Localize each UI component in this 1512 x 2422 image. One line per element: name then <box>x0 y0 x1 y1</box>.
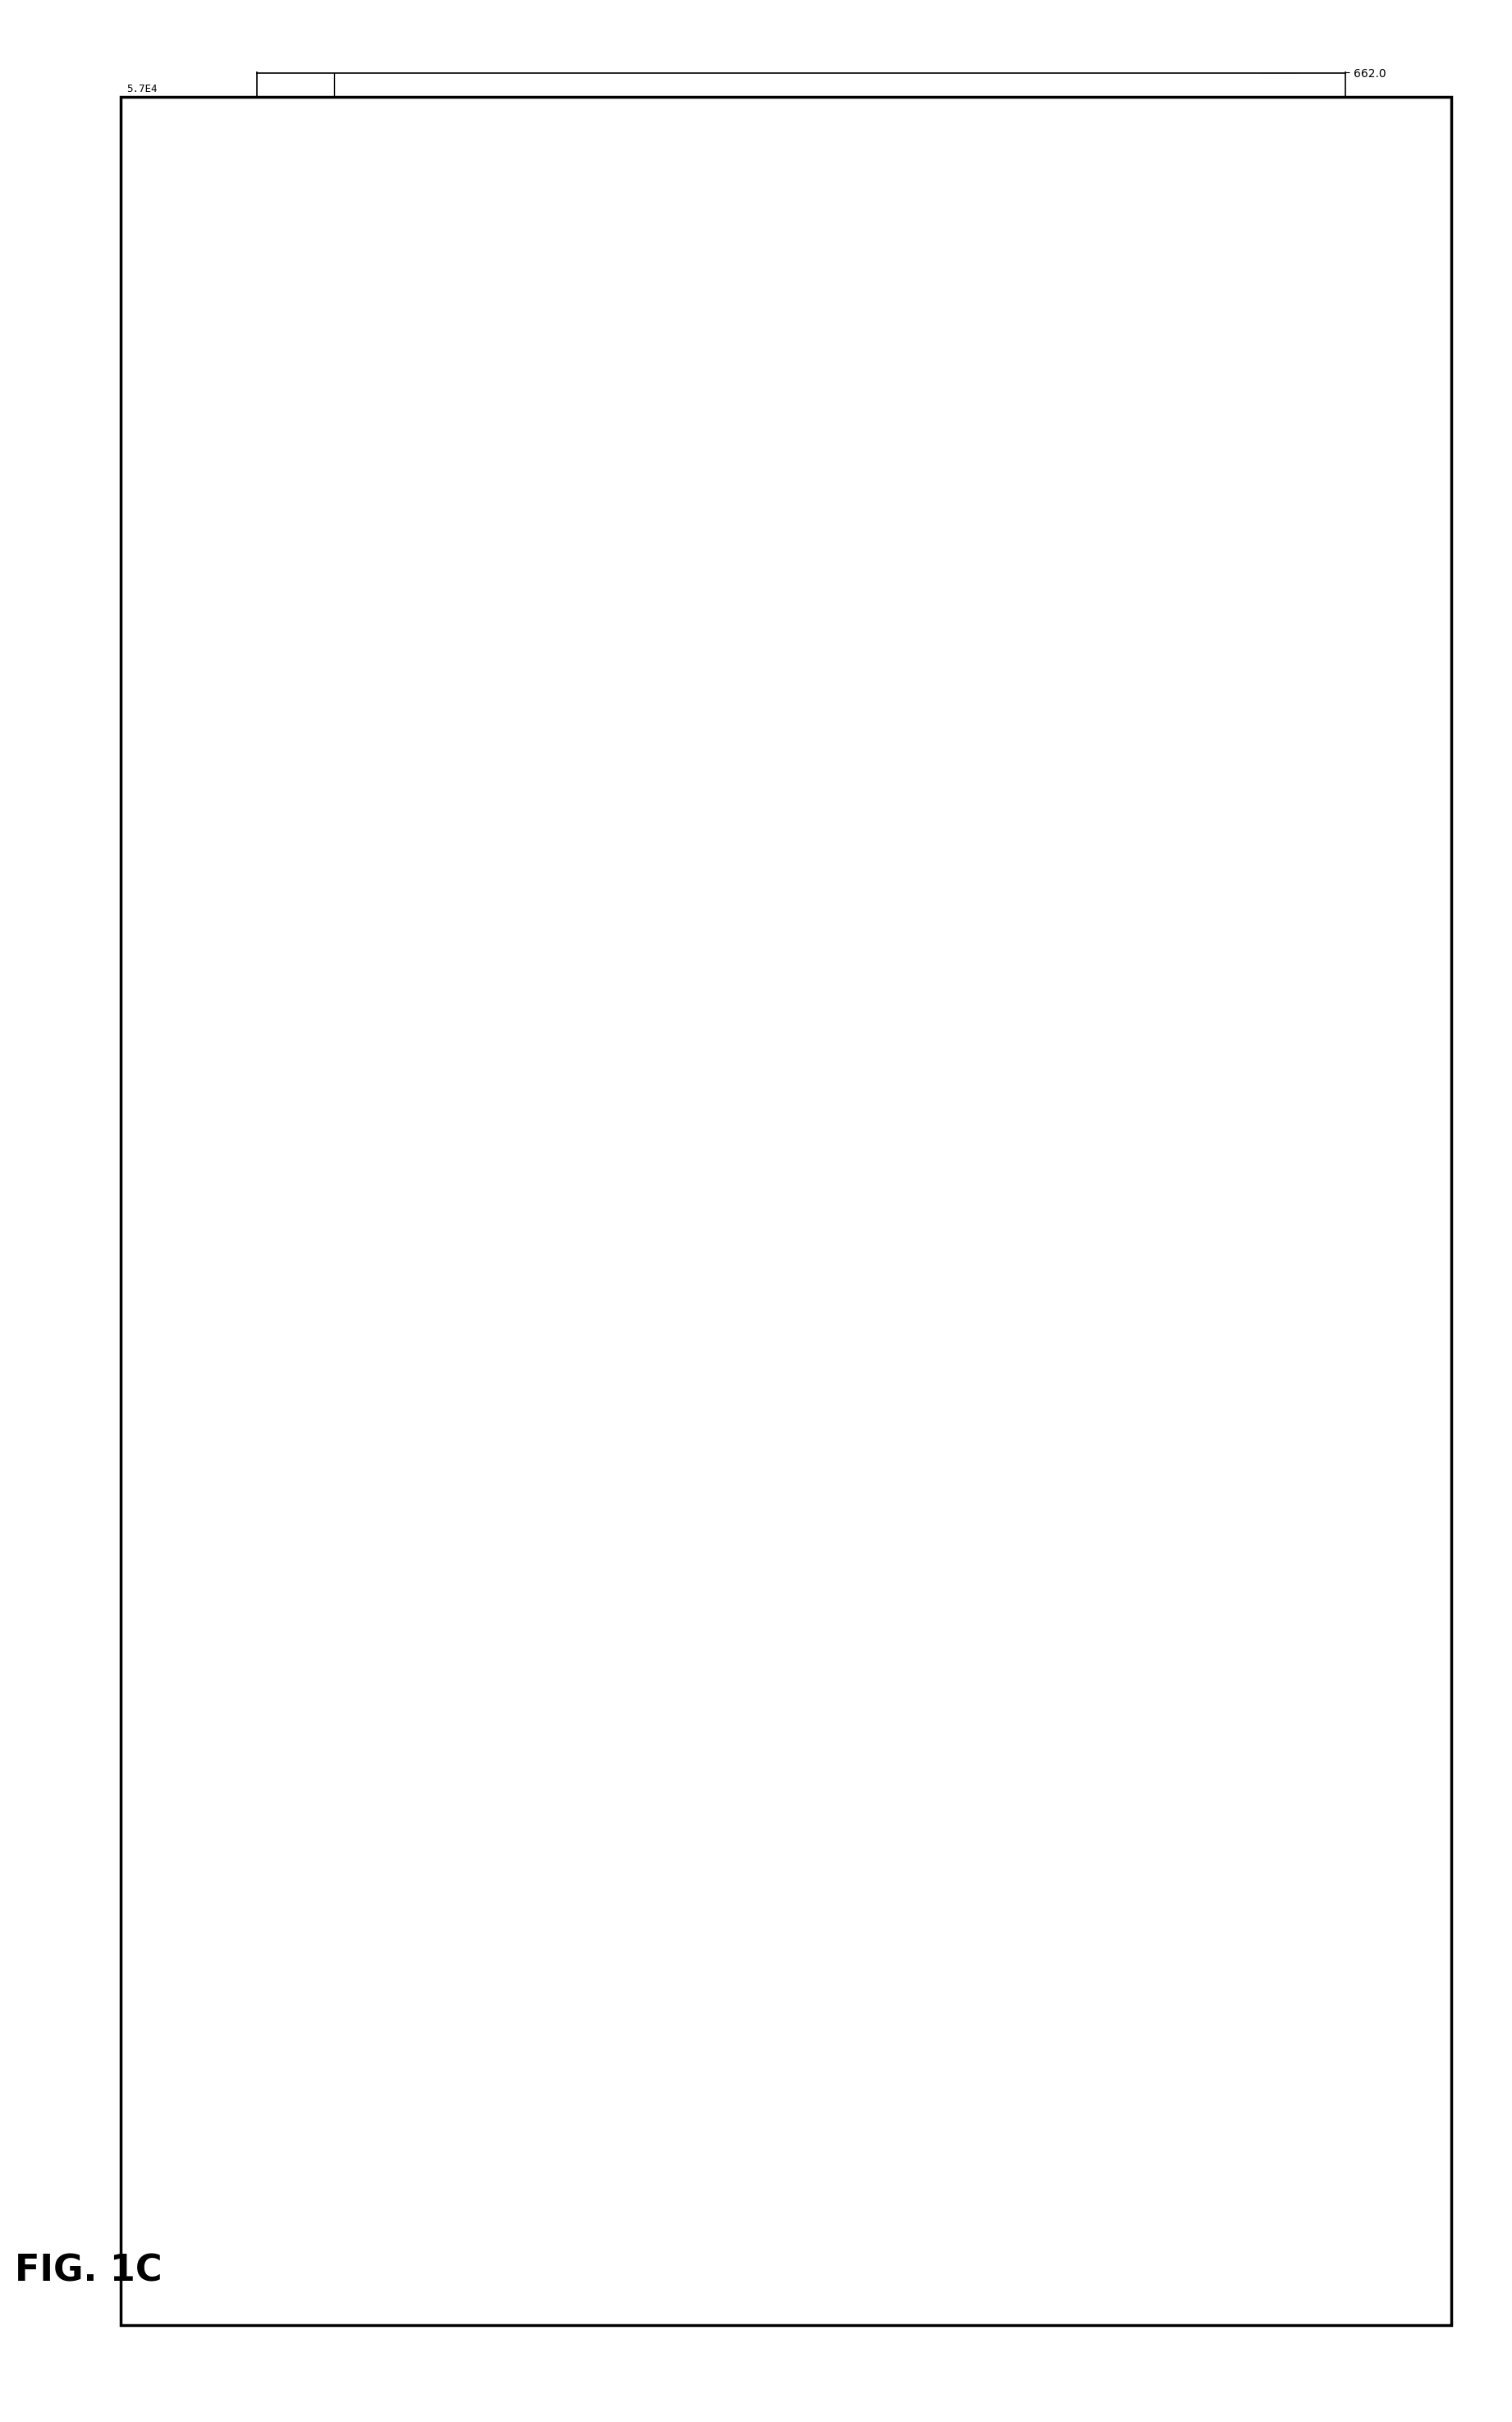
Text: 558.3: 558.3 <box>1113 465 1139 475</box>
Text: 520.4: 520.4 <box>919 610 945 620</box>
Text: 5.7E4: 5.7E4 <box>127 82 157 94</box>
Text: 266.0: 266.0 <box>1074 1584 1099 1594</box>
X-axis label: % Intensity: % Intensity <box>761 2267 842 2282</box>
Text: 146.1: 146.1 <box>919 2044 945 2051</box>
Text: 497.4: 497.4 <box>1190 700 1216 707</box>
Text: 228.0: 228.0 <box>1016 1732 1042 1739</box>
Text: 350.2: 350.2 <box>1170 1262 1196 1272</box>
Y-axis label: Mass (m/z): Mass (m/z) <box>1396 1117 1411 1196</box>
Text: 521.4: 521.4 <box>1142 608 1167 615</box>
Text: 112.1: 112.1 <box>1170 2175 1196 2182</box>
Text: 302.2: 302.2 <box>978 1446 1004 1456</box>
Text: 241.1: 241.1 <box>1228 1681 1253 1688</box>
Text: 144.1: 144.1 <box>1113 2051 1139 2061</box>
Text: 244.2: 244.2 <box>1210 1669 1234 1676</box>
Text: 105.1: 105.1 <box>1142 2202 1167 2209</box>
Text: 594.4: 594.4 <box>1016 327 1042 337</box>
Text: 172.1: 172.1 <box>1113 1945 1139 1952</box>
Text: 318.2: 318.2 <box>1210 1385 1234 1393</box>
Text: AGT_D_Ej_Se_05: AGT_D_Ej_Se_05 <box>461 765 553 775</box>
Text: 607.3: 607.3 <box>978 279 1004 286</box>
Text: 496.4: 496.4 <box>881 702 907 712</box>
Text: 522.4: 522.4 <box>1074 603 1099 610</box>
FancyBboxPatch shape <box>305 593 709 947</box>
Text: 217.2: 217.2 <box>1190 1773 1216 1780</box>
Text: 268.0: 268.0 <box>1210 1577 1234 1586</box>
Text: 104.1: 104.1 <box>322 2204 348 2214</box>
Text: 184.1: 184.1 <box>659 1899 685 1906</box>
Text: 130.1: 130.1 <box>996 2105 1022 2114</box>
Text: 297.8: 297.8 <box>1228 1463 1253 1473</box>
Text: FIG. 1C: FIG. 1C <box>15 2252 163 2289</box>
Text: 593.3: 593.3 <box>824 332 850 339</box>
Text: Voyager Spec #1[BP = 104.1, 57132]: Voyager Spec #1[BP = 104.1, 57132] <box>290 138 523 150</box>
Text: 379.1: 379.1 <box>1190 1153 1216 1160</box>
